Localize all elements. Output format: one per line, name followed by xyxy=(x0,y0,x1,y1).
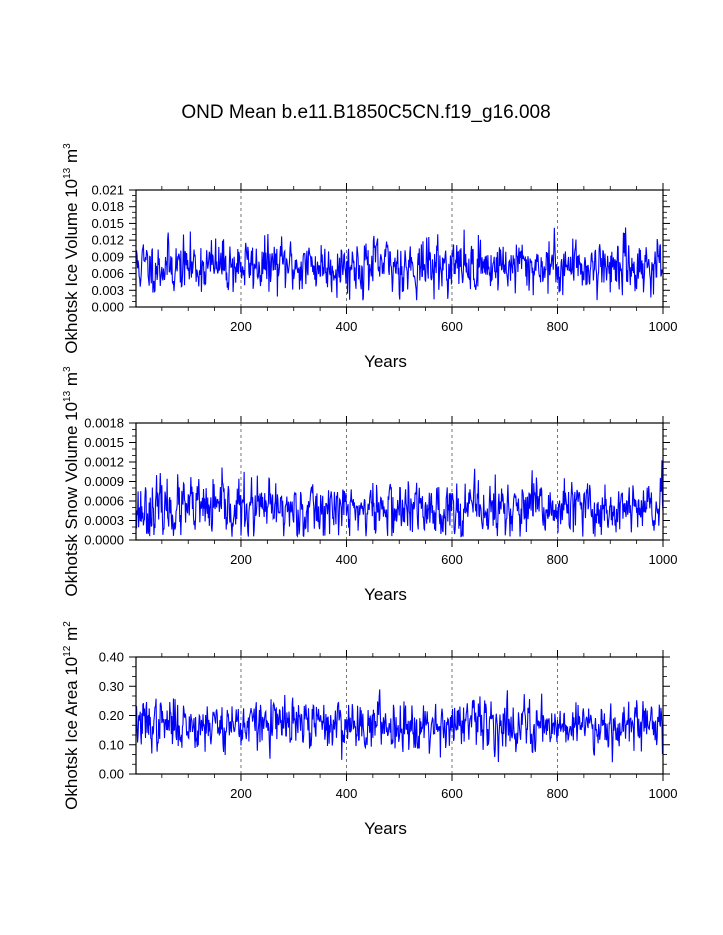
y-axis-label-part: 13 xyxy=(62,390,73,402)
y-axis-label-part: Okhotsk Ice Area 10 xyxy=(62,657,81,810)
y-tick-label: 0.0015 xyxy=(84,435,124,450)
y-tick-label: 0.012 xyxy=(91,233,124,248)
x-tick-label: 1000 xyxy=(649,319,678,334)
panel-3: 200 400 600 800 1000 0.00 0.10 0.20 0.30 0.40 Year… xyxy=(62,621,677,838)
x-tick-label: 600 xyxy=(441,319,463,334)
x-tick-label: 200 xyxy=(230,786,252,801)
x-tick-label: 400 xyxy=(336,319,358,334)
y-axis-label-part: Okhotsk Snow Volume 10 xyxy=(62,402,81,597)
y-tick-label: 0.021 xyxy=(91,183,124,198)
x-tick-label: 400 xyxy=(336,786,358,801)
y-axis-label-part: m xyxy=(62,149,81,168)
y-axis-label-part: m xyxy=(62,627,81,646)
series-line xyxy=(135,460,664,538)
y-tick-label: 0.20 xyxy=(99,708,124,723)
x-axis-label: Years xyxy=(364,819,407,838)
x-tick-label: 400 xyxy=(336,552,358,567)
y-axis-label-part: 12 xyxy=(62,645,73,657)
x-tick-label: 200 xyxy=(230,319,252,334)
y-tick-label: 0.006 xyxy=(91,266,124,281)
panel-1: 200 400 600 800 10000.0000.0030.0060.0090.01… xyxy=(62,143,677,371)
x-tick-label: 200 xyxy=(230,552,252,567)
y-tick-label: 0.018 xyxy=(91,199,124,214)
y-tick-label: 0.00 xyxy=(99,767,124,782)
plot-frame xyxy=(135,422,664,541)
x-tick-label: 600 xyxy=(441,786,463,801)
x-tick-label: 1000 xyxy=(649,786,678,801)
y-axis-label-part: 13 xyxy=(62,167,73,179)
y-tick-label: 0.009 xyxy=(91,249,124,264)
panel-2: 200 400 600 800 1000 0.0000 0.0003 0.0006 0.0009… xyxy=(62,366,677,604)
y-tick-label: 0.10 xyxy=(99,737,124,752)
chart-title: OND Mean b.e11.B1850C5CN.f19_g16.008 xyxy=(181,102,550,123)
x-tick-label: 600 xyxy=(441,552,463,567)
y-tick-label: 0.0000 xyxy=(84,533,124,548)
y-axis-label-part: 3 xyxy=(62,143,73,149)
y-tick-label: 0.003 xyxy=(91,283,124,298)
x-tick-label: 800 xyxy=(547,319,569,334)
y-axis-label-part: m xyxy=(62,372,81,391)
x-tick-label: 800 xyxy=(547,552,569,567)
y-tick-label: 0.0012 xyxy=(84,455,124,470)
series-line xyxy=(135,689,664,763)
y-axis-label: Okhotsk Snow Volume 1013 m3 xyxy=(62,366,81,597)
x-axis-label: Years xyxy=(364,352,407,371)
y-axis-label-part: 3 xyxy=(62,366,73,372)
y-tick-label: 0.0009 xyxy=(84,474,124,489)
y-tick-label: 0.0006 xyxy=(84,494,124,509)
y-tick-label: 0.0018 xyxy=(84,416,124,431)
y-tick-label: 0.40 xyxy=(99,650,124,665)
x-axis-label: Years xyxy=(364,585,407,604)
y-tick-label: 0.015 xyxy=(91,216,124,231)
y-axis-label-part: 2 xyxy=(62,621,73,627)
y-tick-label: 0.0003 xyxy=(84,513,124,528)
x-tick-label: 800 xyxy=(547,786,569,801)
y-axis-label: Okhotsk Ice Volume 1013 m3 xyxy=(62,143,81,354)
y-tick-label: 0.000 xyxy=(91,300,124,315)
y-axis-label: Okhotsk Ice Area 1012 m2 xyxy=(62,621,81,810)
y-axis-label-part: Okhotsk Ice Volume 10 xyxy=(62,179,81,354)
series-line xyxy=(135,227,664,301)
x-tick-label: 1000 xyxy=(649,552,678,567)
y-tick-label: 0.30 xyxy=(99,679,124,694)
